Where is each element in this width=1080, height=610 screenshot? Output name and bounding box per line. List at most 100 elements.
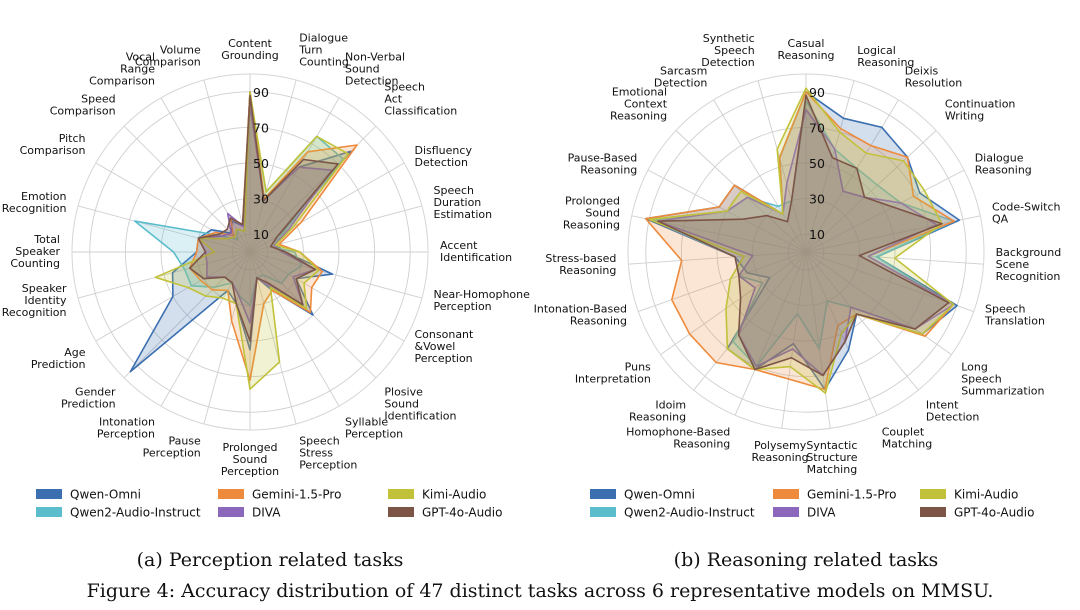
legend-label: Qwen2-Audio-Instruct — [624, 506, 755, 520]
axis-label-pause-based-reasoning: Pause-Based Reasoning — [568, 152, 638, 177]
legend-label: Qwen2-Audio-Instruct — [70, 506, 201, 520]
axis-label-age-prediction: Age Prediction — [31, 346, 86, 371]
axis-label-synthetic-speech-detection: Synthetic Speech Detection — [701, 32, 754, 69]
radar-grid-ring — [680, 126, 932, 378]
legend-label: GPT-4o-Audio — [954, 506, 1034, 520]
axis-label-prolonged-sound-perception: Prolonged Sound Perception — [221, 441, 279, 478]
axis-label-syntactic-structure-matching: Syntactic Structure Matching — [806, 439, 857, 476]
legend-swatch — [388, 489, 414, 499]
legend-swatch — [36, 489, 62, 499]
radar-grid-ring — [231, 233, 269, 271]
series-gpt-4o-audio — [189, 94, 339, 342]
series-diva — [197, 105, 333, 325]
axis-label-speech-stress-perception: Speech Stress Perception — [299, 435, 357, 472]
axis-label-logical-reasoning: Logical Reasoning — [857, 44, 914, 69]
legend-label: DIVA — [807, 506, 836, 520]
radar-series-group — [129, 91, 358, 390]
r-tick-label: 90 — [253, 85, 269, 100]
axis-label-continuation-writing: Continuation Writing — [945, 97, 1016, 122]
axis-label-dialogue-turn-counting: Dialogue Turn Counting — [298, 32, 349, 69]
axis-label-dialogue-reasoning: Dialogue Reasoning — [975, 152, 1032, 177]
legend-swatch — [773, 489, 799, 499]
legend-label: Gemini-1.5-Pro — [807, 488, 896, 502]
axis-label-puns-interpretation: Puns Interpretation — [575, 361, 651, 386]
r-tick-label: 70 — [809, 120, 825, 135]
axis-label-emotion-recognition: Emotion Recognition — [2, 190, 67, 215]
legend-item-qwen-omni: Qwen-Omni — [590, 488, 695, 502]
axis-label-pitch-comparison: Pitch Comparison — [20, 132, 86, 157]
axis-label-long-speech-summarization: Long Speech Summarization — [961, 361, 1044, 398]
legend-item-kimi-audio: Kimi-Audio — [388, 488, 486, 502]
legend-item-gemini-1-5-pro: Gemini-1.5-Pro — [218, 488, 341, 502]
axis-label-speech-translation: Speech Translation — [984, 303, 1045, 328]
legend-label: Kimi-Audio — [422, 488, 486, 502]
radar-grid-ring — [752, 198, 860, 306]
radar-series-group — [644, 87, 961, 394]
reasoning-radar-chart: 10 30 50 70 90 Casual Reasoning Logical Reasonin… — [534, 32, 1062, 520]
radar-grid-ring — [787, 233, 825, 271]
axis-label-non-verbal-sound-detection: Non-Verbal Sound Detection — [345, 51, 405, 88]
axis-label-couplet-matching: Couplet Matching — [882, 425, 933, 450]
axis-label-volume-comparison: Volume Comparison — [135, 44, 201, 69]
axis-label-prolonged-sound-reasoning: Prolonged Sound Reasoning — [563, 194, 620, 231]
axis-label-sarcasm-detection: Sarcasm Detection — [654, 65, 707, 90]
axis-label-gender-prediction: Gender Prediction — [61, 385, 116, 410]
series-gemini-1-5-pro — [189, 91, 358, 382]
r-tick-label: 30 — [809, 192, 825, 207]
legend-swatch — [920, 489, 946, 499]
axis-label-consonant-vowel-perception: Consonant &Vowel Perception — [415, 328, 475, 365]
category-labels: Content Grounding Dialogue Turn CountingNon-… — [2, 32, 530, 479]
axis-label-near-homophone-perception: Near-Homophone Perception — [434, 288, 531, 313]
subcaption-reasoning: (b) Reasoning related tasks — [674, 549, 939, 571]
legend-item-gpt-4o-audio: GPT-4o-Audio — [920, 506, 1034, 520]
legend-label: Gemini-1.5-Pro — [252, 488, 341, 502]
legend-item-diva: DIVA — [218, 506, 281, 520]
axis-label-polysemy-reasoning: Polysemy Reasoning — [752, 439, 809, 464]
axis-label-background-scene-recognition: Background Scene Recognition — [996, 246, 1062, 283]
axis-label-casual-reasoning: Casual Reasoning — [777, 37, 834, 62]
axis-label-speaker-identity-recognition: Speaker Identity Recognition — [2, 282, 67, 319]
r-tick-label: 10 — [253, 227, 269, 242]
subcaption-perception: (a) Perception related tasks — [137, 549, 404, 571]
axis-label-emotional-context-reasoning: Emotional Context Reasoning — [610, 85, 668, 122]
perception-radar-chart: 10 30 50 70 90 Content Grounding Dialogue Turn Co… — [2, 32, 530, 520]
legend: Qwen-Omni Gemini-1.5-Pro Kimi-Audio Qwen2-A… — [590, 488, 1034, 520]
axis-label-accent-identification: Accent Identification — [440, 239, 512, 264]
legend-item-gpt-4o-audio: GPT-4o-Audio — [388, 506, 502, 520]
r-tick-label: 50 — [809, 156, 825, 171]
legend-label: DIVA — [252, 506, 281, 520]
axis-label-vocal-range-comparison: Vocal Range Comparison — [89, 51, 155, 88]
legend-item-qwen2-audio-instruct: Qwen2-Audio-Instruct — [36, 506, 201, 520]
legend-swatch — [388, 507, 414, 517]
figure-caption: Figure 4: Accuracy distribution of 47 di… — [87, 580, 994, 602]
series-gemini-1-5-pro — [644, 91, 955, 391]
legend-swatch — [590, 507, 616, 517]
axis-label-speech-act-classification: Speech Act Classification — [384, 81, 457, 118]
radar-grid-ring — [716, 162, 896, 342]
legend-swatch — [36, 507, 62, 517]
axis-label-intonation-based-reasoning: Intonation-Based Reasoning — [534, 303, 627, 328]
radar-outer-ring — [627, 73, 985, 431]
axis-label-syllable-perception: Syllable Perception — [345, 416, 403, 441]
axis-label-total-speaker-counting: Total Speaker Counting — [10, 233, 60, 270]
series-gpt-4o-audio — [657, 94, 950, 377]
axis-label-disfluency-detection: Disfluency Detection — [415, 144, 473, 169]
legend-swatch — [773, 507, 799, 517]
axis-label-intonation-perception: Intonation Perception — [97, 416, 155, 441]
r-tick-label: 90 — [809, 85, 825, 100]
r-tick-label: 50 — [253, 156, 269, 171]
r-tick-label: 30 — [253, 192, 269, 207]
legend-item-gemini-1-5-pro: Gemini-1.5-Pro — [773, 488, 896, 502]
axis-label-code-switch-qa: Code-Switch QA — [992, 200, 1061, 225]
legend-item-kimi-audio: Kimi-Audio — [920, 488, 1018, 502]
legend-swatch — [218, 507, 244, 517]
legend: Qwen-Omni Gemini-1.5-Pro Kimi-Audio Qwen2-A… — [36, 488, 502, 520]
axis-label-homophone-based-reasoning: Homophone-Based Reasoning — [626, 425, 730, 450]
legend-label: Qwen-Omni — [70, 488, 141, 502]
axis-label-plosive-sound-identification: Plosive Sound Identification — [384, 385, 456, 422]
series-kimi-audio — [154, 91, 350, 390]
axis-label-intent-detection: Intent Detection — [926, 398, 979, 423]
axis-label-deixis-resolution: Deixis Resolution — [905, 65, 963, 90]
axis-label-speech-duration-estimation: Speech Duration Estimation — [434, 184, 493, 221]
